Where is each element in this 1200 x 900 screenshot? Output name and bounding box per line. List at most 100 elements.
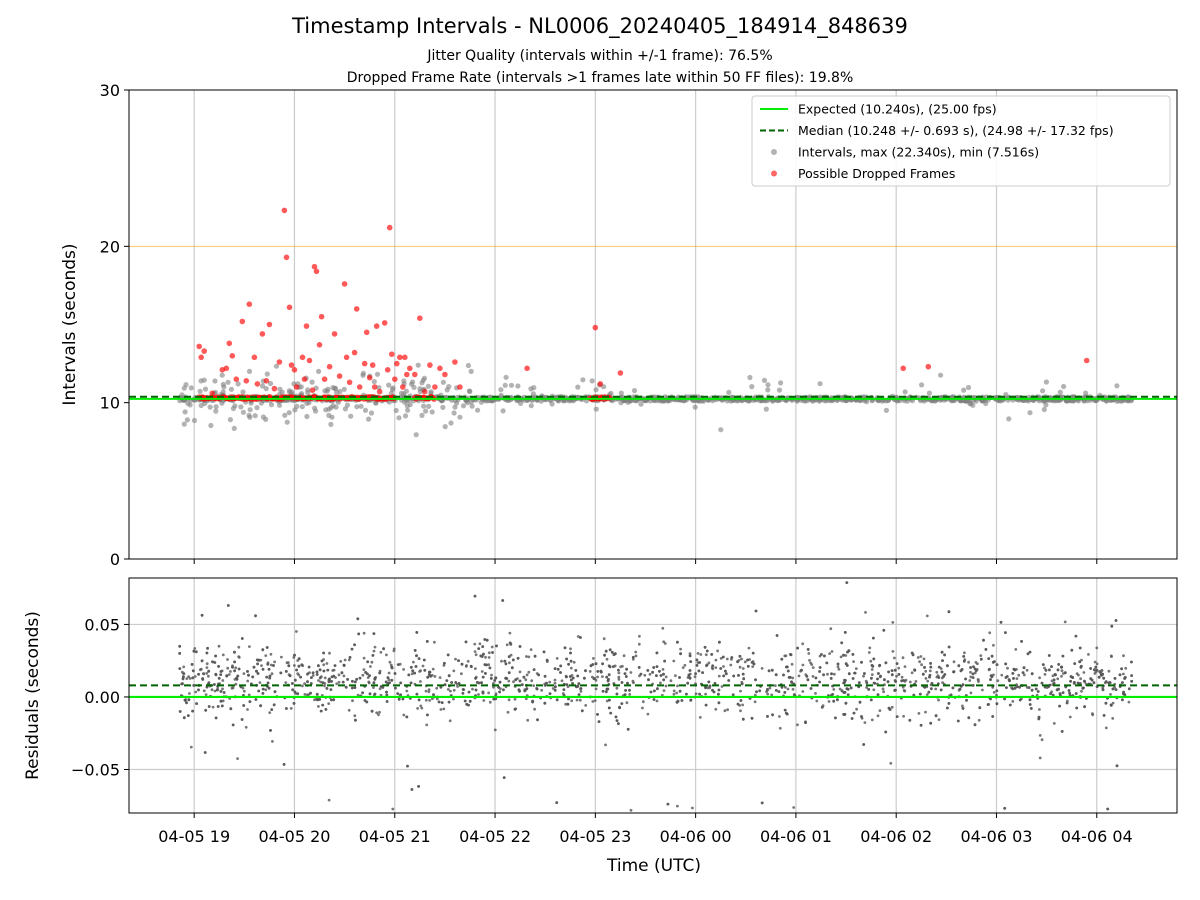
residual-point xyxy=(346,678,349,681)
residual-point xyxy=(1061,691,1065,694)
dropped-point xyxy=(313,268,320,275)
dropped-point xyxy=(384,367,391,373)
residual-point xyxy=(943,673,947,676)
residual-point xyxy=(788,675,792,679)
residual-point xyxy=(1127,687,1131,691)
interval-point xyxy=(252,413,258,419)
residual-point xyxy=(778,715,781,718)
interval-point xyxy=(1114,383,1120,389)
residual-point xyxy=(191,669,195,673)
residual-point xyxy=(1054,673,1057,677)
residual-point xyxy=(873,681,877,685)
residual-point xyxy=(704,685,707,689)
residual-point xyxy=(977,718,981,722)
dropped-point xyxy=(900,365,906,372)
residual-point xyxy=(473,642,477,646)
residual-point xyxy=(356,617,360,621)
residual-point xyxy=(973,671,977,675)
interval-point xyxy=(638,401,644,407)
residual-point xyxy=(830,650,834,653)
dropped-point xyxy=(381,320,388,326)
residual-point xyxy=(296,692,300,696)
residual-point xyxy=(666,802,670,806)
residual-point xyxy=(1092,668,1096,672)
residual-point xyxy=(743,660,747,664)
residual-point xyxy=(596,675,599,679)
residual-point xyxy=(736,702,740,706)
residual-point xyxy=(255,669,258,673)
residual-point xyxy=(409,665,413,669)
residual-point xyxy=(485,638,489,642)
residual-point xyxy=(555,698,559,702)
residual-point xyxy=(770,693,774,697)
residual-point xyxy=(937,718,941,721)
residual-point xyxy=(387,671,391,675)
residual-point xyxy=(934,714,938,718)
legend: Expected (10.240s), (25.00 fps) Median (1… xyxy=(751,95,1171,187)
residual-point xyxy=(801,642,805,646)
residual-point xyxy=(559,671,562,674)
residual-point xyxy=(594,687,598,691)
interval-point xyxy=(1061,383,1067,390)
residual-point xyxy=(588,670,592,673)
residual-point xyxy=(482,699,486,702)
residual-point xyxy=(1011,687,1015,691)
residual-point xyxy=(446,688,450,691)
residual-point xyxy=(248,700,252,703)
residual-point xyxy=(832,699,836,703)
residual-point xyxy=(722,674,726,678)
residual-point xyxy=(1003,697,1006,701)
interval-point xyxy=(692,404,698,410)
residual-point xyxy=(594,678,598,682)
residual-point xyxy=(457,682,461,685)
residual-point xyxy=(718,640,721,644)
residual-point xyxy=(863,672,866,675)
residual-point xyxy=(427,688,431,691)
residual-point xyxy=(473,594,477,598)
interval-point xyxy=(457,414,463,420)
residual-point xyxy=(686,676,690,679)
residual-point xyxy=(237,667,241,671)
residual-point xyxy=(390,678,394,682)
residual-point xyxy=(1118,673,1122,677)
residual-point xyxy=(924,710,927,714)
residual-point xyxy=(780,685,784,689)
residual-point xyxy=(240,718,244,721)
residual-point xyxy=(463,699,467,703)
interval-point xyxy=(299,404,305,410)
residual-point xyxy=(806,678,810,682)
residual-point xyxy=(918,660,921,664)
interval-point xyxy=(254,405,260,411)
interval-point xyxy=(415,362,421,368)
residual-point xyxy=(524,678,528,682)
residual-point xyxy=(860,715,863,718)
residual-point xyxy=(958,687,962,691)
residual-point xyxy=(890,705,894,709)
residual-point xyxy=(221,653,225,657)
residual-point xyxy=(226,658,229,661)
residual-point xyxy=(569,678,573,682)
residual-point xyxy=(504,662,508,666)
residual-point xyxy=(901,685,905,689)
interval-point xyxy=(207,404,213,410)
residual-point xyxy=(895,662,899,665)
residual-point xyxy=(766,715,769,718)
dropped-point xyxy=(326,363,333,370)
residual-point xyxy=(1021,671,1025,674)
residual-point xyxy=(924,677,928,680)
interval-point xyxy=(393,407,399,414)
residual-point xyxy=(211,705,215,709)
residual-point xyxy=(578,698,582,702)
dropped-point xyxy=(369,362,376,368)
residual-point xyxy=(943,653,946,657)
interval-point xyxy=(776,387,783,393)
residual-point xyxy=(939,688,943,692)
residual-point xyxy=(691,806,694,810)
dropped-point xyxy=(311,263,318,270)
residual-point xyxy=(525,687,529,691)
residual-point xyxy=(1069,679,1072,683)
residual-point xyxy=(837,667,841,671)
residual-point xyxy=(939,667,943,670)
residual-point xyxy=(396,692,400,695)
interval-point xyxy=(284,419,290,425)
